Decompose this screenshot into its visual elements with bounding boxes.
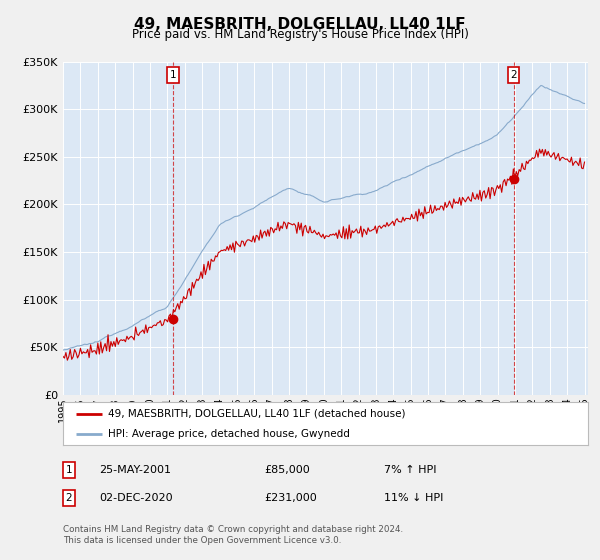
- Text: 02-DEC-2020: 02-DEC-2020: [99, 493, 173, 503]
- Text: £231,000: £231,000: [264, 493, 317, 503]
- Text: 7% ↑ HPI: 7% ↑ HPI: [384, 465, 437, 475]
- Text: £85,000: £85,000: [264, 465, 310, 475]
- Text: 1: 1: [170, 70, 176, 80]
- Text: HPI: Average price, detached house, Gwynedd: HPI: Average price, detached house, Gwyn…: [107, 430, 349, 439]
- Text: 11% ↓ HPI: 11% ↓ HPI: [384, 493, 443, 503]
- Text: Price paid vs. HM Land Registry's House Price Index (HPI): Price paid vs. HM Land Registry's House …: [131, 28, 469, 41]
- Text: 25-MAY-2001: 25-MAY-2001: [99, 465, 171, 475]
- Text: 2: 2: [65, 493, 73, 503]
- Text: 49, MAESBRITH, DOLGELLAU, LL40 1LF (detached house): 49, MAESBRITH, DOLGELLAU, LL40 1LF (deta…: [107, 409, 405, 419]
- Text: 2: 2: [510, 70, 517, 80]
- Text: 1: 1: [65, 465, 73, 475]
- Text: Contains HM Land Registry data © Crown copyright and database right 2024.
This d: Contains HM Land Registry data © Crown c…: [63, 525, 403, 545]
- Text: 49, MAESBRITH, DOLGELLAU, LL40 1LF: 49, MAESBRITH, DOLGELLAU, LL40 1LF: [134, 17, 466, 32]
